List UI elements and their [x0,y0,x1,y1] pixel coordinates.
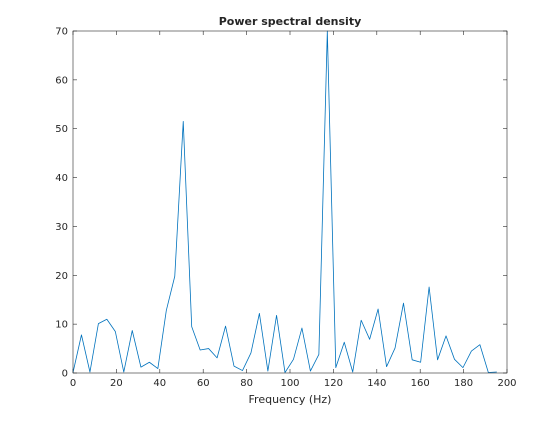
x-tick-label: 120 [324,378,343,389]
chart-title: Power spectral density [219,15,362,28]
x-tick-label: 60 [197,378,210,389]
x-tick-label: 20 [110,378,123,389]
psd-series-line [72,30,497,373]
x-tick-label: 100 [280,378,299,389]
y-tick-label: 70 [55,27,68,38]
y-tick-label: 60 [55,75,68,86]
x-tick-label: 80 [240,378,253,389]
x-tick-label: 140 [367,378,386,389]
x-tick-label: 160 [411,378,430,389]
y-tick-label: 0 [62,369,68,380]
plot-area [73,31,507,373]
x-tick-label: 180 [454,378,473,389]
y-tick-label: 50 [55,124,68,135]
y-tick-label: 10 [55,320,68,331]
y-tick-label: 40 [55,173,68,184]
y-tick-label: 30 [55,222,68,233]
x-axis-label: Frequency (Hz) [249,393,332,406]
x-tick-label: 200 [497,378,516,389]
x-tick-label: 40 [153,378,166,389]
y-tick-label: 20 [55,271,68,282]
axes-box [72,30,508,374]
tick-labels: 0 20 40 60 80 100 120 140 160 180 200 0 10 20 30 40 50 60… [55,27,516,390]
x-tick-label: 0 [70,378,76,389]
